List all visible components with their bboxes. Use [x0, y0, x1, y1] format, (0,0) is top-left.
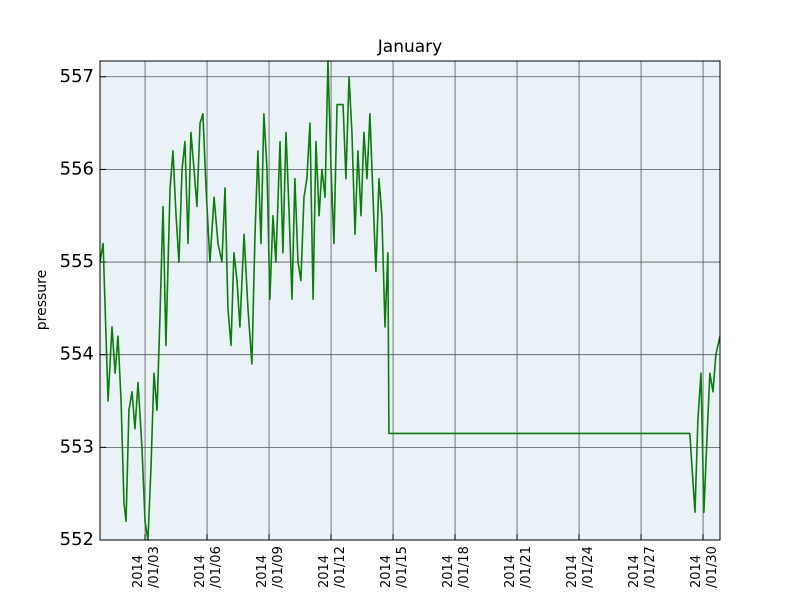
- x-tick-label: 2014: [379, 555, 394, 588]
- chart-title: January: [377, 37, 442, 57]
- x-tick-label: 2014: [441, 555, 456, 588]
- x-tick-label: /01/21: [519, 546, 534, 588]
- x-tick-label: 2014: [627, 555, 642, 588]
- x-tick-label: 2014: [689, 555, 704, 588]
- x-tick-label: /01/24: [581, 546, 596, 588]
- line-series: [99, 60, 721, 541]
- y-tick-label: 555: [60, 251, 94, 272]
- x-tick-label: /01/03: [147, 546, 162, 588]
- x-tick-label: 2014: [131, 555, 146, 588]
- x-tick-label: 2014: [317, 555, 332, 588]
- x-tick-label: 2014: [255, 555, 270, 588]
- plot-area: [100, 61, 720, 540]
- plot-frame: [99, 60, 721, 541]
- y-axis-label: pressure: [34, 270, 50, 330]
- x-tick-label: /01/09: [271, 546, 286, 588]
- x-tick-label: 2014: [565, 555, 580, 588]
- x-tick-label: /01/27: [643, 546, 658, 588]
- x-tick-label: 2014: [193, 555, 208, 588]
- x-tick-label: /01/30: [705, 546, 720, 588]
- y-tick-label: 552: [60, 529, 94, 550]
- y-tick-label: 554: [60, 344, 94, 365]
- y-tick-label: 556: [60, 158, 94, 179]
- x-tick-label: /01/15: [395, 546, 410, 588]
- x-tick-label: /01/06: [209, 546, 224, 588]
- y-tick-label: 553: [60, 436, 94, 457]
- y-tick-label: 557: [60, 66, 94, 87]
- x-tick-label: 2014: [503, 555, 518, 588]
- x-tick-label: /01/12: [333, 546, 348, 588]
- x-tick-label: /01/18: [457, 546, 472, 588]
